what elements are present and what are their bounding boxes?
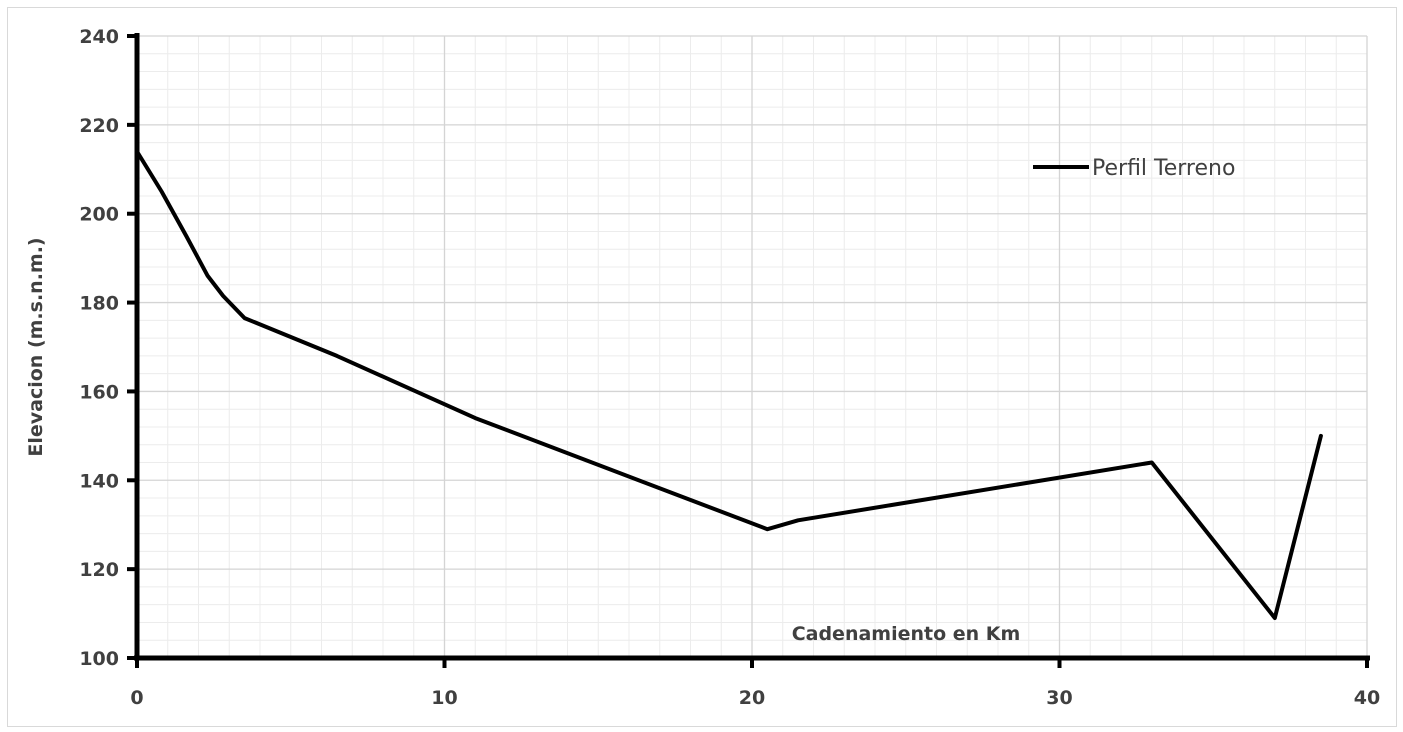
x-tick-label: 40: [1354, 687, 1380, 709]
x-tick-label: 20: [739, 687, 765, 709]
x-tick-label: 0: [130, 687, 143, 709]
y-tick-label: 240: [79, 26, 119, 48]
series-line-perfil-terreno: [135, 149, 1323, 620]
x-tick-label: 10: [431, 687, 457, 709]
y-tick-label: 100: [79, 648, 119, 670]
y-tick-label: 180: [79, 293, 119, 315]
y-tick-label: 140: [79, 470, 119, 492]
y-tick-label: 200: [79, 204, 119, 226]
y-tick-label: 160: [79, 381, 119, 403]
chart-frame: [7, 7, 1397, 727]
grid: [137, 35, 1368, 658]
legend-label: Perfil Terreno: [1092, 156, 1235, 181]
axes: [127, 33, 1370, 668]
y-axis-title: Elevacion (m.s.n.m.): [25, 237, 47, 456]
x-tick-label: 30: [1046, 687, 1072, 709]
legend: Perfil Terreno: [1033, 156, 1235, 181]
x-axis-title: Cadenamiento en Km: [792, 623, 1021, 645]
tick-labels: 0 10 20 30 40 100 120 140 160 180 200 220 240: [79, 26, 1380, 709]
y-tick-label: 220: [79, 115, 119, 137]
series: [135, 149, 1323, 620]
y-tick-label: 120: [79, 559, 119, 581]
